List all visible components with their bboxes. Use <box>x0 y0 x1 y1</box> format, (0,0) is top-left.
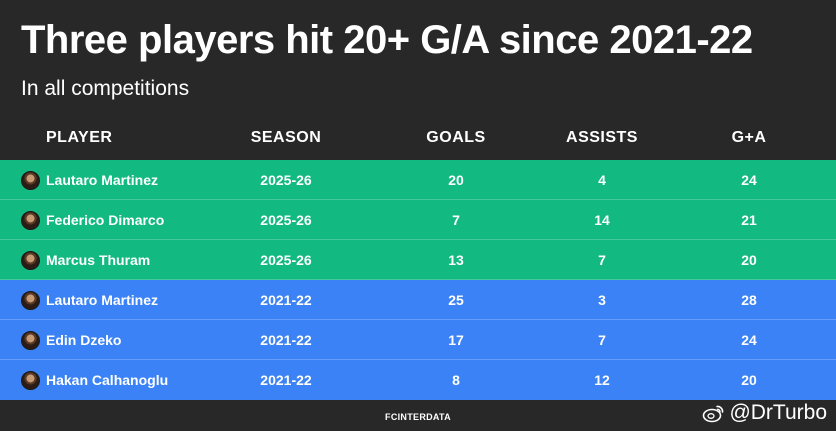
player-cell: Federico Dimarco <box>21 200 164 240</box>
goals-cell: 20 <box>448 172 464 188</box>
table-row: Hakan Calhanoglu 2021-22 8 12 20 <box>0 360 836 400</box>
chart-subtitle: In all competitions <box>21 77 190 100</box>
season-cell: 2021-22 <box>260 372 312 388</box>
chart-title: Three players hit 20+ G/A since 2021-22 <box>21 18 753 62</box>
season-cell: 2021-22 <box>260 332 312 348</box>
player-name: Lautaro Martinez <box>46 292 159 308</box>
ga-cell: 20 <box>741 372 757 388</box>
goals-cell: 17 <box>448 332 464 348</box>
header-season: SEASON <box>250 129 322 146</box>
ga-cell: 28 <box>741 292 757 308</box>
assists-cell: 4 <box>598 172 606 188</box>
ga-cell: 20 <box>741 252 757 268</box>
table-row: Lautaro Martinez 2021-22 25 3 28 <box>0 280 836 320</box>
goals-cell: 7 <box>452 212 460 228</box>
player-avatar <box>21 290 40 310</box>
season-cell: 2025-26 <box>260 212 312 228</box>
player-name: Marcus Thuram <box>46 252 151 268</box>
weibo-icon <box>703 405 724 423</box>
header-goals: GOALS <box>426 129 486 146</box>
source-credit: FCINTERDATA <box>385 412 451 422</box>
watermark-handle: @DrTurbo <box>729 401 827 424</box>
goals-cell: 8 <box>452 372 460 388</box>
ga-cell: 24 <box>741 172 757 188</box>
header-player: PLAYER <box>46 129 113 146</box>
ga-cell: 21 <box>741 212 757 228</box>
assists-cell: 12 <box>594 372 610 388</box>
player-name: Hakan Calhanoglu <box>46 372 169 388</box>
player-name: Lautaro Martinez <box>46 172 159 188</box>
season-cell: 2025-26 <box>260 252 312 268</box>
player-avatar <box>21 170 40 190</box>
player-cell: Lautaro Martinez <box>21 280 158 320</box>
player-avatar <box>21 370 40 390</box>
player-cell: Edin Dzeko <box>21 320 121 360</box>
header-assists: ASSISTS <box>566 129 638 146</box>
assists-cell: 7 <box>598 332 606 348</box>
assists-cell: 3 <box>598 292 606 308</box>
player-avatar <box>21 250 40 270</box>
goals-cell: 13 <box>448 252 464 268</box>
table-row: Edin Dzeko 2021-22 17 7 24 <box>0 320 836 360</box>
player-name: Edin Dzeko <box>46 332 122 348</box>
player-avatar <box>21 330 40 350</box>
player-name: Federico Dimarco <box>46 212 165 228</box>
table-row: Federico Dimarco 2025-26 7 14 21 <box>0 200 836 240</box>
player-cell: Marcus Thuram <box>21 240 150 280</box>
watermark: @DrTurbo <box>702 400 827 426</box>
season-cell: 2021-22 <box>260 292 312 308</box>
player-cell: Lautaro Martinez <box>21 160 158 200</box>
ga-cell: 24 <box>741 332 757 348</box>
assists-cell: 14 <box>594 212 610 228</box>
table-row: Lautaro Martinez 2025-26 20 4 24 <box>0 160 836 200</box>
assists-cell: 7 <box>598 252 606 268</box>
table-body: Lautaro Martinez 2025-26 20 4 24 Federic… <box>0 160 836 400</box>
header-ga: G+A <box>731 129 767 146</box>
table-header: PLAYER SEASON GOALS ASSISTS G+A <box>0 118 836 158</box>
player-avatar <box>21 210 40 230</box>
goals-cell: 25 <box>448 292 464 308</box>
season-cell: 2025-26 <box>260 172 312 188</box>
player-cell: Hakan Calhanoglu <box>21 360 168 400</box>
table-row: Marcus Thuram 2025-26 13 7 20 <box>0 240 836 280</box>
